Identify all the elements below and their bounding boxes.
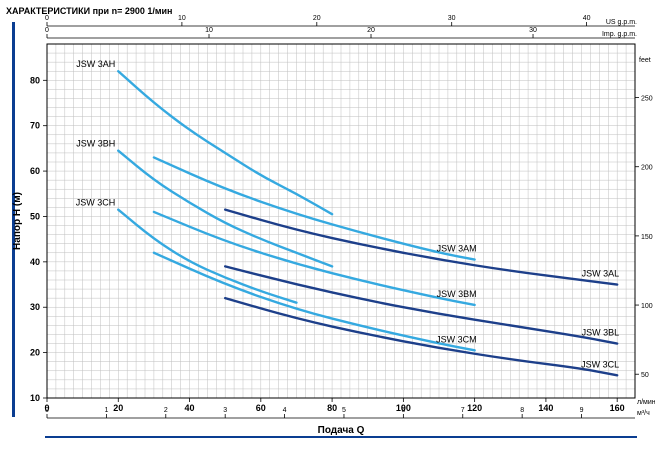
series-line-jsw-3cl bbox=[223, 296, 619, 377]
x-tick-label: 140 bbox=[538, 403, 553, 413]
x-tick-label: 80 bbox=[327, 403, 337, 413]
x-tick-label: 160 bbox=[610, 403, 625, 413]
us-gpm-tick-label: 40 bbox=[583, 15, 591, 22]
imp-gpm-tick-label: 0 bbox=[45, 27, 49, 34]
imp-gpm-unit-label: Imp. g.p.m. bbox=[602, 31, 637, 38]
feet-tick-label: 250 bbox=[641, 96, 653, 103]
m3h-tick-label: 8 bbox=[520, 407, 524, 414]
m3h-unit-label: м³/ч bbox=[637, 410, 650, 417]
us-gpm-tick-label: 30 bbox=[448, 15, 456, 22]
y-tick-label: 10 bbox=[30, 393, 40, 403]
x-tick-label: 120 bbox=[467, 403, 482, 413]
x-tick-label: 100 bbox=[396, 403, 411, 413]
series-line-jsw-3ah bbox=[117, 70, 334, 216]
m3h-tick-label: 4 bbox=[283, 407, 287, 414]
series-line-jsw-3al bbox=[223, 208, 619, 286]
y-tick-label: 20 bbox=[30, 348, 40, 358]
y-tick-label: 60 bbox=[30, 166, 40, 176]
us-gpm-unit-label: US g.p.m. bbox=[606, 19, 637, 26]
x-tick-label: 20 bbox=[113, 403, 123, 413]
series-line-jsw-3cm bbox=[152, 251, 476, 352]
y-tick-label: 40 bbox=[30, 257, 40, 267]
y-tick-label: 70 bbox=[30, 121, 40, 131]
feet-tick-label: 200 bbox=[641, 165, 653, 172]
series-line-jsw-3bh bbox=[117, 149, 334, 268]
y-tick-label: 50 bbox=[30, 211, 40, 221]
m3h-tick-label: 3 bbox=[223, 407, 227, 414]
m3h-tick-label: 5 bbox=[342, 407, 346, 414]
y-tick-label: 30 bbox=[30, 302, 40, 312]
imp-gpm-tick-label: 10 bbox=[205, 27, 213, 34]
m3h-tick-label: 9 bbox=[580, 407, 584, 414]
imp-gpm-tick-label: 20 bbox=[367, 27, 375, 34]
feet-tick-label: 50 bbox=[641, 372, 649, 379]
series-line-jsw-3bl bbox=[223, 265, 619, 345]
imp-gpm-tick-label: 30 bbox=[529, 27, 537, 34]
series-label-jsw-3bl: JSW 3BL bbox=[582, 328, 620, 338]
series-label-jsw-3bh: JSW 3BH bbox=[76, 139, 115, 149]
m3h-tick-label: 7 bbox=[461, 407, 465, 414]
series-label-jsw-3bm: JSW 3BM bbox=[437, 289, 477, 299]
series-line-jsw-3ch bbox=[117, 208, 298, 304]
m3h-tick-label: 6 bbox=[401, 407, 405, 414]
us-gpm-tick-label: 0 bbox=[45, 15, 49, 22]
series-label-jsw-3al: JSW 3AL bbox=[582, 269, 620, 279]
us-gpm-tick-label: 20 bbox=[313, 15, 321, 22]
us-gpm-tick-label: 10 bbox=[178, 15, 186, 22]
m3h-tick-label: 0 bbox=[45, 407, 49, 414]
series-label-jsw-3cl: JSW 3CL bbox=[581, 359, 619, 369]
series-label-jsw-3ch: JSW 3CH bbox=[76, 198, 116, 208]
grid bbox=[46, 43, 636, 399]
series-label-jsw-3am: JSW 3AM bbox=[437, 244, 477, 254]
m3h-tick-label: 2 bbox=[164, 407, 168, 414]
x-unit-label: л/мин bbox=[637, 399, 655, 406]
series-line-jsw-3bm bbox=[152, 210, 476, 307]
series-group: JSW 3AH JSW 3BH JSW 3CH JSW 3AM JSW 3BM JSW 3… bbox=[76, 59, 620, 377]
x-axis-label: Подача Q bbox=[318, 425, 365, 436]
left-accent-bar bbox=[12, 22, 15, 417]
x-tick-label: 0 bbox=[44, 403, 49, 413]
series-label-jsw-3cm: JSW 3CM bbox=[436, 334, 477, 344]
x-tick-label: 60 bbox=[256, 403, 266, 413]
y-tick-label: 80 bbox=[30, 75, 40, 85]
plot-frame bbox=[46, 43, 636, 399]
feet-unit-label: feet bbox=[639, 57, 651, 64]
y-axis-label: Напор H (м) bbox=[12, 192, 23, 250]
series-line-jsw-3am bbox=[152, 156, 476, 261]
page-title: ХАРАКТЕРИСТИКИ при n= 2900 1/мин bbox=[6, 6, 172, 16]
feet-tick-label: 100 bbox=[641, 303, 653, 310]
m3h-tick-label: 1 bbox=[104, 407, 108, 414]
series-label-jsw-3ah: JSW 3AH bbox=[76, 59, 115, 69]
feet-tick-label: 150 bbox=[641, 234, 653, 241]
x-tick-label: 40 bbox=[185, 403, 195, 413]
